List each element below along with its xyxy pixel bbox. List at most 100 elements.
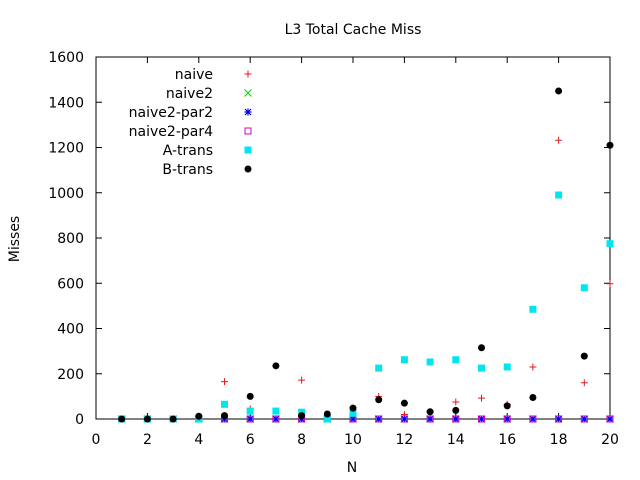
data-point-a-trans [426,358,434,366]
data-point-b-trans [195,412,203,420]
data-point-naive2-par2 [400,415,408,423]
x-tick-label: 18 [550,432,568,448]
data-point-b-trans [246,392,254,400]
x-tick-label: 2 [143,432,152,448]
x-tick-label: 4 [194,432,203,448]
data-point-naive [606,280,614,288]
data-point-naive2-par2 [349,415,357,423]
legend-label-a-trans: A-trans [163,143,213,159]
chart-title: L3 Total Cache Miss [285,22,422,38]
data-point-naive [452,398,460,406]
legend-label-naive2-par2: naive2-par2 [129,105,213,121]
y-tick-label: 600 [57,276,84,292]
data-point-a-trans [555,191,563,199]
data-point-b-trans [580,352,588,360]
data-point-b-trans [452,406,460,414]
data-point-naive2-par2 [452,415,460,423]
data-point-b-trans [555,87,563,95]
data-point-a-trans [349,409,357,417]
data-point-naive2-par4 [452,415,460,423]
y-tick-label: 1200 [48,141,84,157]
plot-area [117,87,614,423]
y-tick-label: 1600 [48,50,84,66]
data-point-naive2-par4 [529,415,537,423]
data-point-b-trans [375,396,383,404]
legend-marker-naive [244,70,252,78]
y-tick-label: 0 [75,412,84,428]
data-point-naive [555,136,563,144]
x-tick-label: 10 [344,432,362,448]
x-tick-label: 14 [447,432,465,448]
legend-marker-naive2 [244,89,252,97]
data-point-naive2-par4 [503,415,511,423]
data-point-b-trans [298,412,306,420]
legend-label-b-trans: B-trans [162,162,213,178]
legend-label-naive: naive [175,67,213,83]
data-point-b-trans [606,141,614,149]
data-point-a-trans [580,284,588,292]
data-point-a-trans [375,364,383,372]
data-point-naive2-par4 [426,415,434,423]
data-point-naive2-par2 [606,415,614,423]
data-point-b-trans [272,362,280,370]
legend-marker-b-trans [244,165,252,173]
data-point-naive [478,394,485,402]
data-point-b-trans [323,410,331,418]
data-point-b-trans [169,415,177,423]
data-point-a-trans [323,415,331,423]
data-point-b-trans [529,394,537,402]
data-point-naive [580,379,588,387]
data-point-a-trans [529,305,537,313]
x-tick-label: 20 [601,432,619,448]
y-tick-label: 400 [57,322,84,338]
data-point-a-trans [221,400,228,408]
data-point-naive2-par2 [478,415,485,423]
data-point-b-trans [478,344,485,352]
legend-label-naive2-par4: naive2-par4 [129,124,213,140]
legend-marker-naive2-par2 [244,108,252,116]
x-tick-label: 0 [92,432,101,448]
data-point-naive2-par4 [555,415,563,423]
data-point-b-trans [503,402,511,410]
data-point-naive2-par2 [272,415,280,423]
data-point-a-trans [272,407,280,415]
x-tick-label: 8 [297,432,306,448]
series-naive [118,136,614,423]
x-tick-label: 12 [395,432,413,448]
data-point-b-trans [400,399,408,407]
data-point-b-trans [143,415,151,423]
data-point-a-trans [606,240,614,248]
data-point-naive2-par4 [478,415,485,423]
y-axis-label: Misses [7,216,23,262]
data-point-b-trans [221,412,228,420]
data-point-a-trans [452,356,460,364]
data-point-a-trans [478,364,485,372]
data-point-naive [529,363,537,371]
data-point-a-trans [246,407,254,415]
data-point-naive2-par2 [529,415,537,423]
data-point-naive2-par2 [426,415,434,423]
data-point-naive2-par4 [400,415,408,423]
data-point-naive2-par4 [580,415,588,423]
y-tick-label: 200 [57,367,84,383]
data-point-b-trans [426,408,434,416]
data-point-a-trans [400,356,408,364]
y-tick-label: 1400 [48,95,84,111]
data-point-naive2-par2 [246,415,254,423]
y-tick-label: 800 [57,231,84,247]
legend-marker-a-trans [244,146,252,154]
x-tick-label: 6 [246,432,255,448]
data-point-naive2-par2 [375,415,383,423]
legend: naive naive2 naive2-par2 naive2-par4 A-trans… [129,67,252,178]
data-point-b-trans [349,404,357,412]
data-point-naive2-par4 [375,415,383,423]
data-point-naive [298,376,306,384]
data-point-b-trans [118,415,126,423]
data-point-a-trans [503,363,511,371]
x-axis-label: N [347,460,357,476]
data-point-naive2-par2 [503,415,511,423]
data-point-naive2-par2 [555,415,563,423]
series-a-trans [118,191,614,423]
legend-label-naive2: naive2 [166,86,213,102]
